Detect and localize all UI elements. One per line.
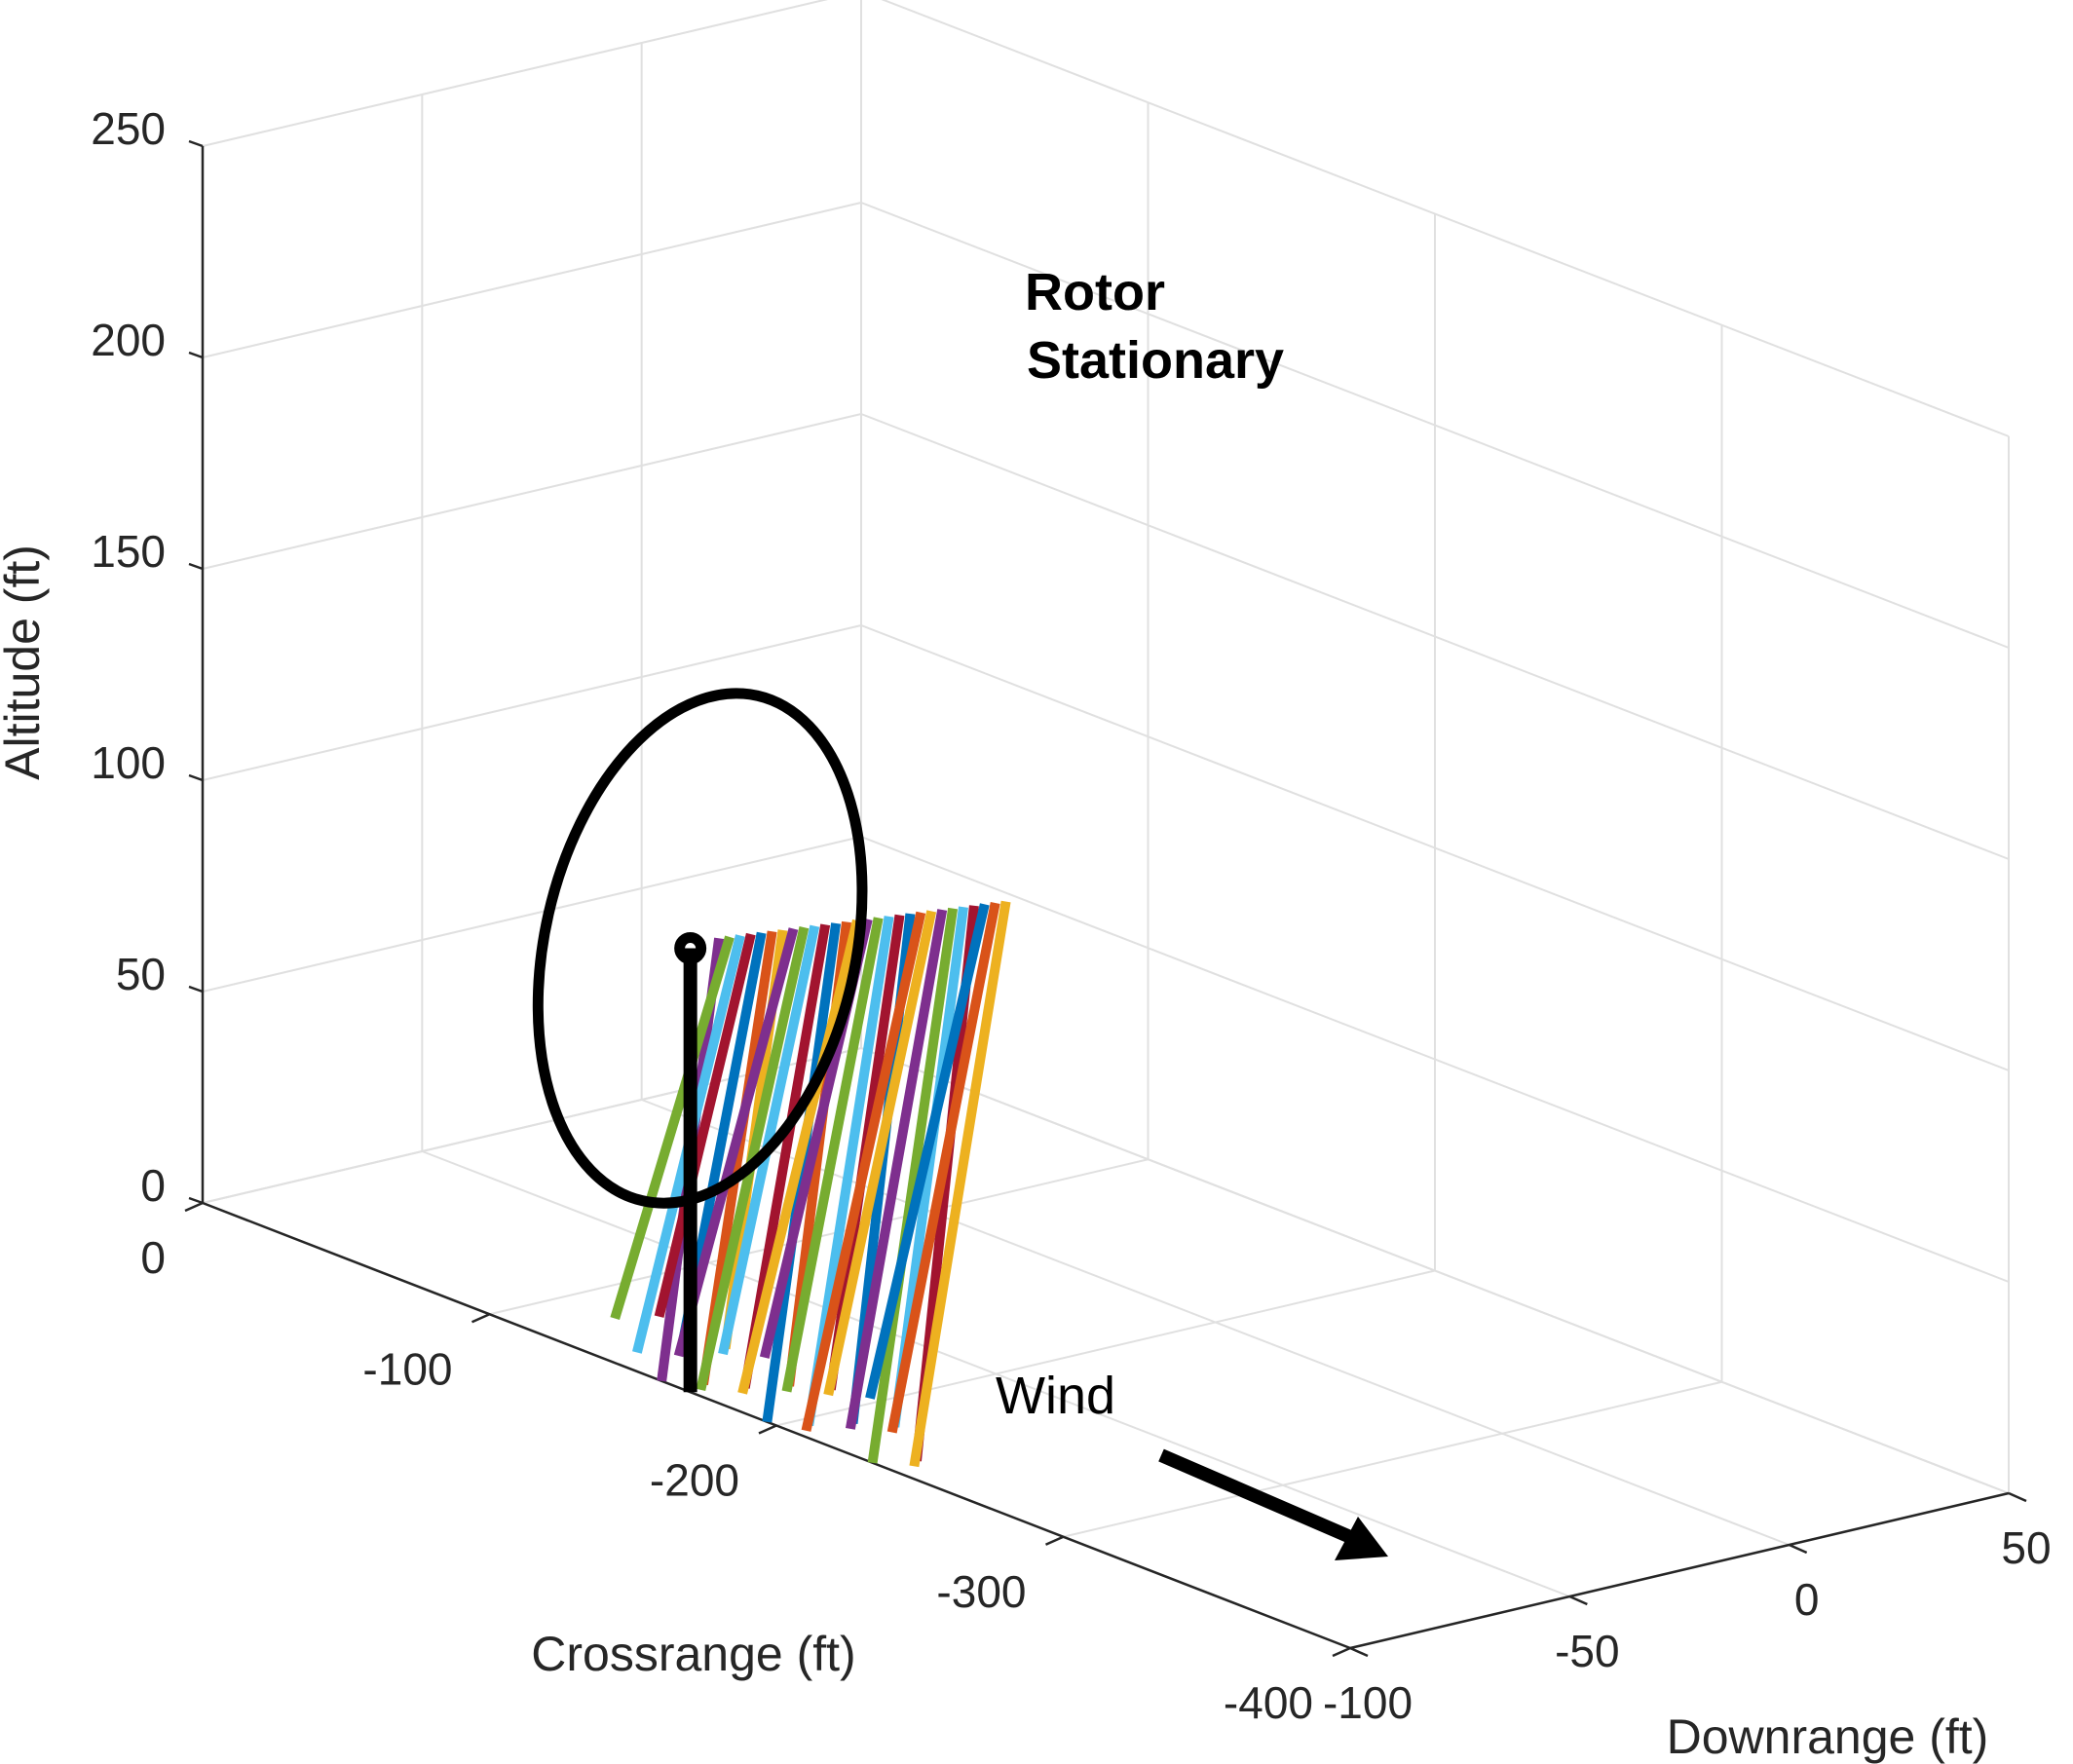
altitude-tick-label: 0 [140, 1160, 166, 1211]
grid-line [202, 624, 862, 781]
altitude-tick [188, 139, 204, 148]
downrange-tick-label: -50 [1555, 1626, 1619, 1676]
trajectory-line [762, 922, 842, 1423]
trajectory-line [673, 927, 799, 1358]
turbine-hub [674, 932, 707, 965]
grid-line [860, 413, 2010, 860]
trajectory-line [801, 911, 926, 1432]
trajectory-line [823, 910, 937, 1397]
trajectory-line [610, 935, 735, 1321]
turbine [532, 688, 868, 1393]
downrange-tick [1789, 1543, 1808, 1555]
grid-line [1063, 1380, 1722, 1538]
crossrange-tick [184, 1201, 204, 1213]
grid-line [860, 624, 2010, 1071]
trajectory-line [781, 917, 884, 1393]
grid-line [202, 0, 829, 147]
downrange-tick [1568, 1595, 1588, 1606]
crossrange-tick [758, 1424, 777, 1435]
altitude-tick [188, 985, 204, 994]
grid-line [202, 413, 862, 570]
altitude-tick-label: 250 [91, 103, 166, 154]
trajectory-line [654, 932, 756, 1318]
turbine-rotor-disk [532, 688, 868, 1209]
trajectory-line [865, 903, 990, 1400]
rotor-annotation-line-2: Stationary [1027, 331, 1284, 390]
trajectory-line [909, 900, 1011, 1468]
trajectory-line [845, 909, 948, 1430]
downrange-tick [1349, 1646, 1369, 1658]
downrange-tick-label: 0 [1794, 1574, 1820, 1625]
grid-line [421, 1150, 1570, 1597]
grid-line [202, 836, 862, 993]
trajectory-line [867, 907, 959, 1464]
crossrange-axis-label: Crossrange (ft) [531, 1627, 855, 1681]
grid-line [881, 0, 2010, 437]
trajectory-line [886, 902, 1000, 1434]
rotor-annotation-line-1: Rotor [1025, 263, 1165, 321]
crossrange-tick [1044, 1535, 1065, 1546]
downrange-axis-label: Downrange (ft) [1667, 1709, 1989, 1764]
crossrange-tick-label: -400 [1224, 1677, 1313, 1728]
altitude-tick-label: 150 [91, 526, 166, 577]
grid-line [860, 1047, 2010, 1494]
wind-annotation-label: Wind [996, 1367, 1115, 1425]
grid-line [202, 202, 862, 358]
altitude-tick-label: 200 [91, 315, 166, 365]
altitude-tick-label: 100 [91, 737, 166, 788]
crossrange-tick [1332, 1646, 1351, 1658]
trajectory-line [718, 924, 820, 1356]
altitude-tick [188, 773, 204, 782]
altitude-tick [188, 351, 204, 359]
grid-line [860, 836, 2010, 1283]
trajectory-line [737, 919, 862, 1395]
wind-arrow-icon [1158, 1448, 1388, 1560]
downrange-tick-label: 50 [2001, 1522, 2051, 1573]
downrange-axis [1349, 1491, 2010, 1650]
downrange-tick [2008, 1491, 2027, 1503]
grid-line [860, 202, 2010, 649]
altitude-tick [188, 562, 204, 571]
altitude-tick-label: 50 [116, 949, 166, 999]
altitude-axis-label: Altitude (ft) [0, 544, 50, 780]
crossrange-tick-label: -300 [936, 1566, 1026, 1617]
trajectory-series [610, 900, 1011, 1468]
crossrange-tick-label: -100 [362, 1343, 452, 1394]
downrange-tick-label: -100 [1323, 1677, 1413, 1728]
altitude-tick [188, 1196, 204, 1205]
crossrange-tick-label: 0 [140, 1232, 166, 1283]
crossrange-tick-label: -200 [650, 1455, 739, 1506]
crossrange-tick [471, 1313, 491, 1324]
